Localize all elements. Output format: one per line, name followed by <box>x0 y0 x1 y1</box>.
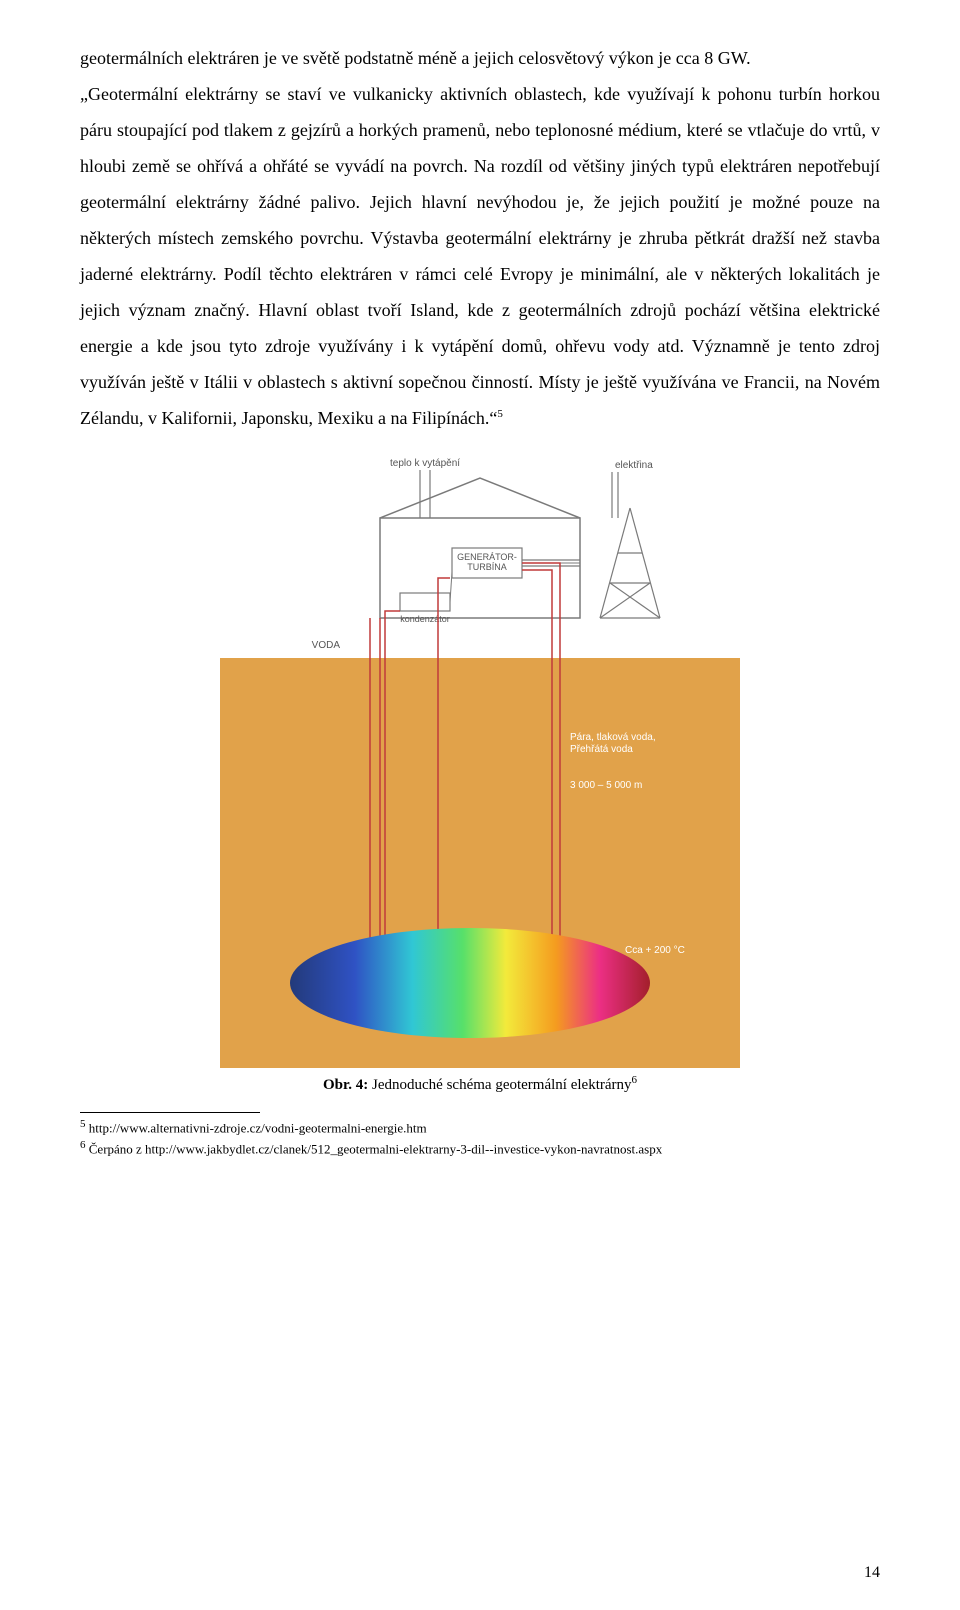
geothermal-reservoir <box>290 928 650 1038</box>
footnote-mark-6-intext: 6 <box>632 1074 638 1086</box>
footnote-5: 5 http://www.alternativni-zdroje.cz/vodn… <box>80 1117 880 1138</box>
footnote-6: 6 Čerpáno z http://www.jakbydlet.cz/clan… <box>80 1138 880 1159</box>
sentence-2: „Geotermální elektrárny se staví ve vulk… <box>80 84 880 428</box>
footnote-separator <box>80 1112 260 1113</box>
svg-text:kondenzátor: kondenzátor <box>400 614 450 624</box>
caption-rest: Jednoduché schéma geotermální elektrárny <box>368 1077 631 1093</box>
footnote-mark-5-intext: 5 <box>497 408 503 420</box>
footnote-5-text: http://www.alternativni-zdroje.cz/vodni-… <box>86 1120 427 1135</box>
svg-text:teplo k vytápění: teplo k vytápění <box>390 458 460 469</box>
footnote-6-text: Čerpáno z http://www.jakbydlet.cz/clanek… <box>86 1141 663 1156</box>
svg-text:elektřina: elektřina <box>615 460 653 471</box>
svg-text:VODA: VODA <box>312 640 341 651</box>
svg-text:3 000 – 5 000 m: 3 000 – 5 000 m <box>570 780 642 791</box>
svg-text:Cca + 200 °C: Cca + 200 °C <box>625 945 685 956</box>
caption-bold: Obr. 4: <box>323 1077 368 1093</box>
figure-4: GENERÁTOR-TURBÍNAkondenzátor teplo k vyt… <box>80 448 880 1068</box>
sentence-1: geotermálních elektráren je ve světě pod… <box>80 48 751 68</box>
geothermal-diagram: GENERÁTOR-TURBÍNAkondenzátor teplo k vyt… <box>220 448 740 1068</box>
figure-4-caption: Obr. 4: Jednoduché schéma geotermální el… <box>80 1074 880 1094</box>
page-root: geotermálních elektráren je ve světě pod… <box>0 0 960 1610</box>
body-paragraph: geotermálních elektráren je ve světě pod… <box>80 40 880 436</box>
page-number: 14 <box>864 1564 880 1582</box>
